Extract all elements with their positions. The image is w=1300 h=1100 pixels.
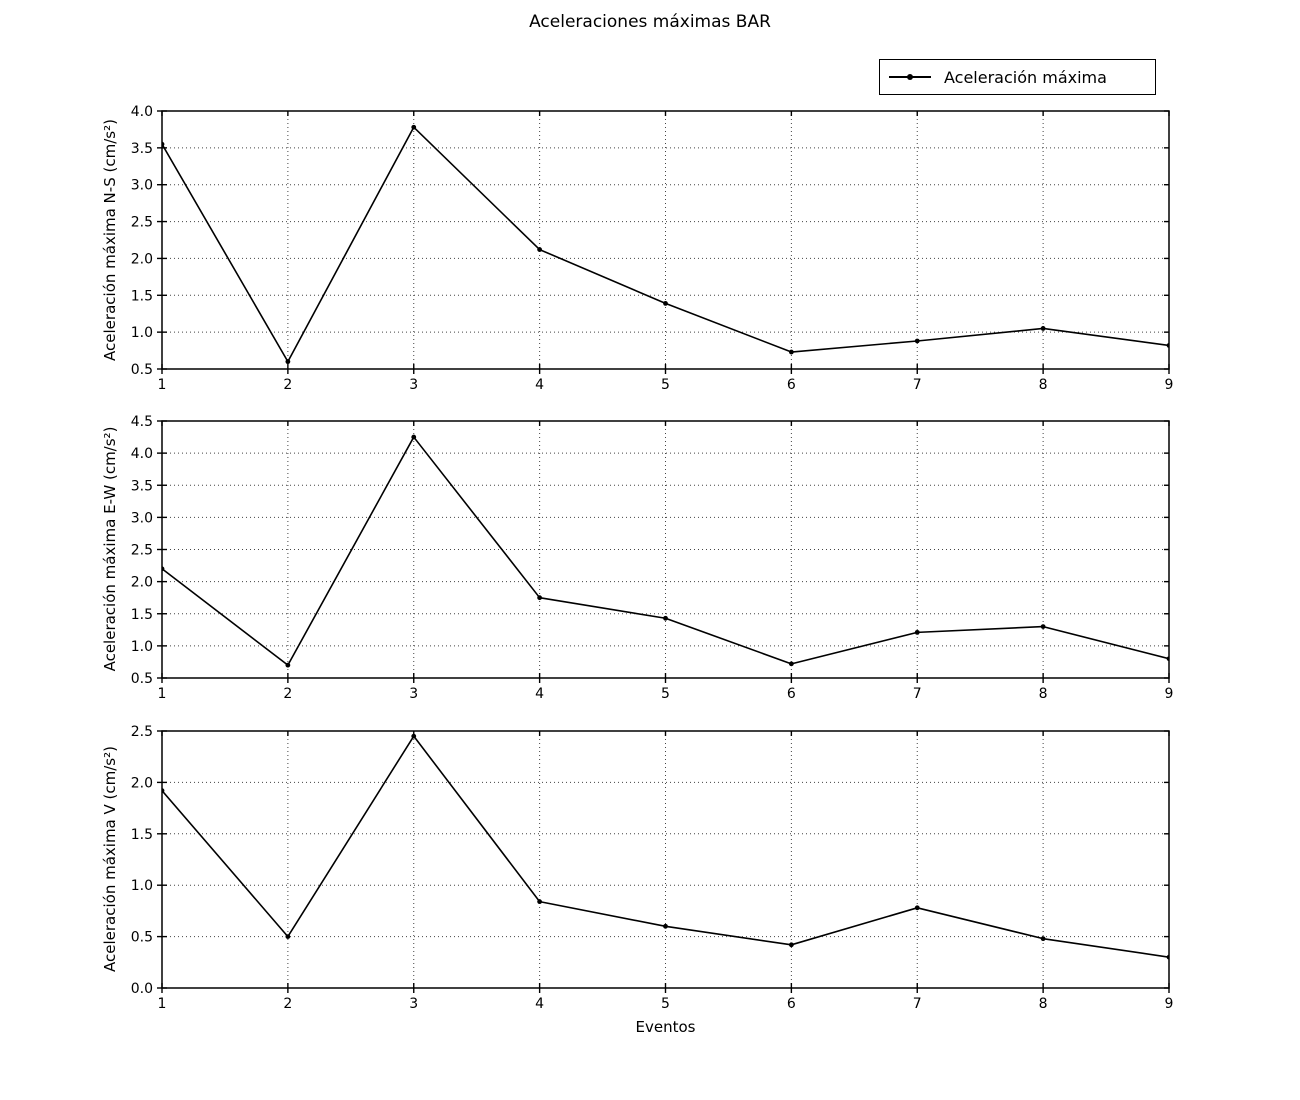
x-tick-label: 2: [283, 996, 292, 1012]
data-point: [663, 923, 668, 929]
series-ew: [162, 434, 1169, 668]
data-point: [914, 905, 920, 911]
y-tick-label: 1.0: [131, 639, 153, 655]
y-tick-label: 3.0: [131, 178, 153, 194]
legend: Aceleración máxima: [879, 59, 1156, 95]
x-tick-label: 1: [158, 686, 167, 702]
y-tick-label: 1.0: [131, 878, 153, 894]
x-tick-label: 6: [787, 686, 796, 702]
data-point: [914, 629, 920, 635]
y-tick-label: 2.0: [131, 775, 153, 791]
x-tick-label: 4: [535, 686, 544, 702]
data-point: [162, 566, 165, 572]
data-line: [162, 126, 1169, 363]
data-point: [788, 942, 794, 948]
data-point: [285, 359, 291, 365]
x-tick-label: 3: [409, 377, 418, 393]
data-point: [162, 141, 165, 147]
x-tick-label: 5: [661, 377, 670, 393]
series-ns: [162, 124, 1169, 365]
y-tick-label: 1.5: [131, 827, 153, 843]
x-tick-label: 9: [1165, 377, 1174, 393]
x-axis-label: Eventos: [635, 1018, 696, 1036]
x-tick-label: 6: [787, 996, 796, 1012]
y-tick-label: 2.5: [131, 215, 153, 231]
y-tick-label: 0.5: [131, 671, 153, 687]
data-point: [162, 788, 165, 794]
x-tick-label: 7: [913, 377, 922, 393]
series-v: [162, 733, 1169, 960]
data-point: [1166, 343, 1169, 348]
y-tick-label: 1.0: [131, 325, 153, 341]
y-tick-label: 2.5: [131, 724, 153, 740]
data-point: [1040, 936, 1046, 942]
data-point: [411, 124, 417, 130]
data-line: [162, 436, 1169, 666]
data-point: [788, 661, 794, 667]
figure-title: Aceleraciones máximas BAR: [529, 12, 771, 32]
y-tick-label: 3.5: [131, 141, 153, 157]
subplot-ew: 0.5 1.0 1.5 2.0 2.5 3.0 3.5 4.0 4.5 1 2 3 4 5 6 7 8 9: [131, 414, 1174, 702]
data-point: [285, 934, 291, 939]
y-tick-label: 3.0: [131, 510, 153, 526]
legend-marker-dot-icon: [907, 74, 913, 80]
x-tick-label: 7: [913, 686, 922, 702]
data-point: [285, 662, 291, 668]
x-tick-label: 8: [1039, 377, 1048, 393]
x-tick-label: 4: [535, 377, 544, 393]
x-tick-label: 5: [661, 996, 670, 1012]
y-tick-label: 0.0: [131, 981, 153, 997]
x-tick-label: 1: [158, 996, 167, 1012]
x-tick-label: 4: [535, 996, 544, 1012]
data-point: [537, 899, 543, 905]
legend-label: Aceleración máxima: [944, 67, 1107, 87]
x-tick-label: 5: [661, 686, 670, 702]
y-tick-label: 0.5: [131, 362, 153, 378]
x-tick-label: 3: [409, 996, 418, 1012]
x-tick-label: 7: [913, 996, 922, 1012]
x-tick-label: 3: [409, 686, 418, 702]
data-point: [537, 247, 543, 252]
y-tick-label: 1.5: [131, 288, 153, 304]
x-tick-label: 2: [283, 377, 292, 393]
y-tick-label: 2.0: [131, 575, 153, 591]
y-tick-label: 0.5: [131, 930, 153, 946]
x-tick-label: 1: [158, 377, 167, 393]
y-tick-label: 4.0: [131, 104, 153, 120]
data-point: [537, 595, 543, 601]
data-point: [788, 349, 794, 355]
data-point: [1040, 624, 1046, 629]
data-point: [1166, 954, 1169, 960]
x-tick-label: 6: [787, 377, 796, 393]
data-point: [663, 615, 668, 621]
data-point: [411, 434, 417, 440]
x-tick-label: 9: [1165, 996, 1174, 1012]
data-point: [1166, 656, 1169, 662]
legend-line-sample: [889, 74, 931, 80]
data-point: [411, 733, 417, 739]
y-tick-label: 2.5: [131, 543, 153, 559]
subplot-v: 0.0 0.5 1.0 1.5 2.0 2.5 1 2 3 4 5 6 7 8 9: [131, 724, 1174, 1012]
data-point: [663, 300, 668, 306]
x-tick-label: 8: [1039, 686, 1048, 702]
y-tick-label: 2.0: [131, 251, 153, 267]
data-point: [914, 338, 920, 344]
x-tick-label: 8: [1039, 996, 1048, 1012]
x-tick-label: 9: [1165, 686, 1174, 702]
y-tick-label: 4.0: [131, 446, 153, 462]
x-tick-label: 2: [283, 686, 292, 702]
data-point: [1040, 326, 1046, 331]
y-tick-label: 1.5: [131, 607, 153, 623]
subplot-ns: 0.5 1.0 1.5 2.0 2.5 3.0 3.5 4.0 1 2 3 4 5 6 7 8 9: [131, 104, 1174, 393]
y-tick-label: 3.5: [131, 478, 153, 494]
y-tick-label: 4.5: [131, 414, 153, 430]
